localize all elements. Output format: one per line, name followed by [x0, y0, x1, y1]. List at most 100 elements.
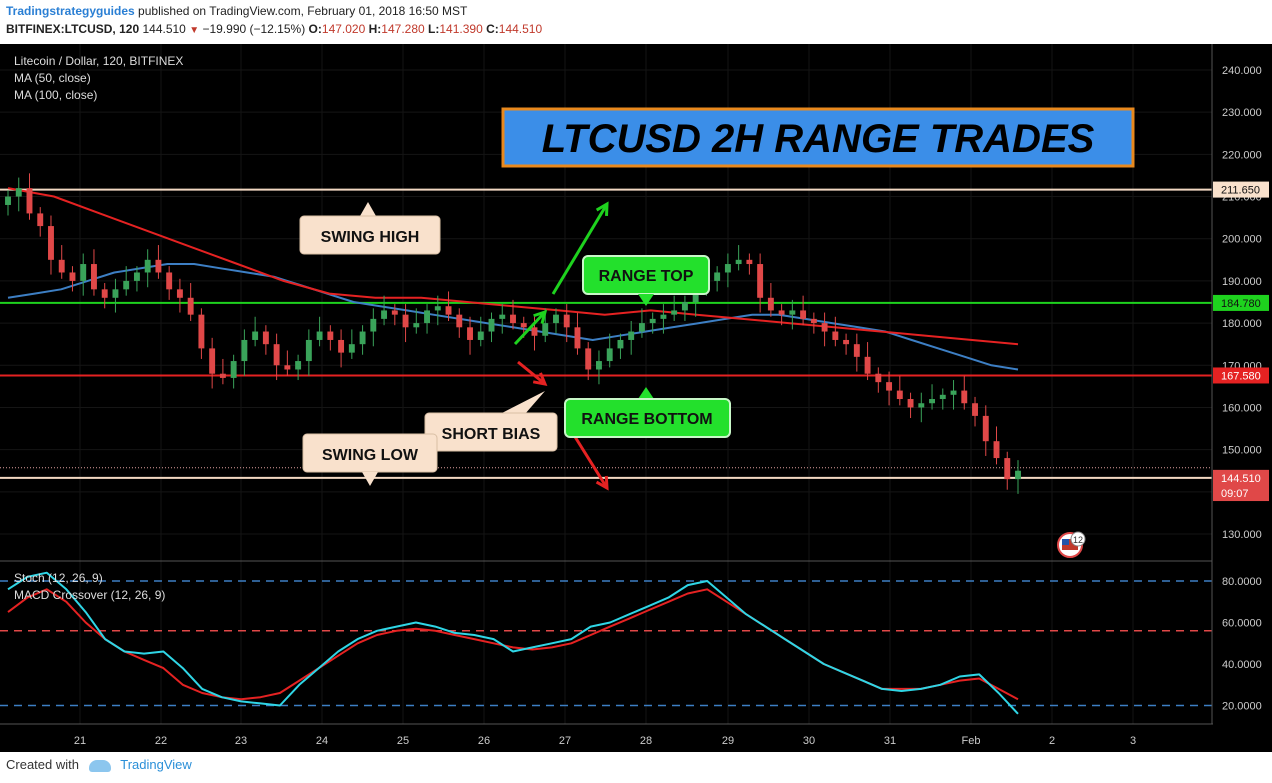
close-value: 144.510	[498, 22, 543, 36]
price-tick-label: 130.000	[1222, 529, 1262, 541]
time-tick-label: 21	[74, 735, 86, 747]
candle	[735, 245, 742, 271]
candle	[972, 396, 978, 427]
short-bias-label: SHORT BIAS	[442, 426, 541, 443]
candle	[262, 325, 269, 355]
ma100-legend: MA (100, close)	[14, 88, 97, 102]
candle	[499, 304, 506, 334]
candle	[628, 320, 635, 355]
range-top-label: RANGE TOP	[599, 268, 694, 285]
price-axis[interactable]: 240.000230.000220.000210.000200.000190.0…	[1213, 65, 1269, 713]
close-label: C:	[486, 22, 499, 36]
time-tick-label: 2	[1049, 735, 1055, 747]
time-tick-label: 26	[478, 735, 490, 747]
trade-arrows	[513, 201, 609, 491]
time-tick-label: 30	[803, 735, 815, 747]
candle	[724, 253, 731, 288]
candle	[381, 295, 388, 326]
symbol-label: BITFINEX:LTCUSD, 120	[6, 22, 140, 36]
footer: Created with TradingView	[6, 757, 192, 772]
candle	[896, 375, 903, 406]
ohlc-line: BITFINEX:LTCUSD, 120 144.510 ▼ −19.990 (…	[6, 22, 542, 36]
swing-high-label: SWING HIGH	[321, 229, 420, 246]
range-bottom-callout: RANGE BOTTOM	[564, 387, 731, 438]
candle	[864, 342, 871, 381]
candle	[993, 426, 1000, 465]
candle	[295, 354, 302, 381]
candle	[671, 295, 678, 321]
candle	[638, 308, 645, 338]
green-arrow-large	[551, 201, 609, 295]
time-tick-label: 28	[640, 735, 652, 747]
time-tick-label: Feb	[962, 735, 981, 747]
candle	[843, 333, 850, 355]
candle	[144, 249, 151, 288]
candle	[80, 253, 87, 296]
candle	[166, 266, 173, 300]
time-tick-label: 3	[1130, 735, 1136, 747]
ma50-legend: MA (50, close)	[14, 71, 91, 85]
price-label: 184.780	[1221, 298, 1261, 310]
tradingview-link[interactable]: TradingView	[120, 757, 192, 772]
candle	[606, 333, 613, 368]
svg-text:12: 12	[1073, 535, 1083, 545]
candle	[918, 392, 925, 423]
osc-tick-label: 20.0000	[1222, 701, 1262, 713]
candle	[230, 354, 237, 389]
down-triangle-icon: ▼	[189, 25, 200, 36]
osc-tick-label: 60.0000	[1222, 618, 1262, 630]
candle	[1015, 460, 1021, 494]
price-label-box	[1213, 367, 1269, 384]
high-label: H:	[368, 22, 382, 36]
candle	[391, 304, 398, 326]
time-tick-label: 27	[559, 735, 571, 747]
candle	[112, 278, 119, 313]
candle	[929, 384, 935, 410]
candle	[273, 333, 280, 381]
candle	[746, 253, 753, 275]
price-label: 09:07	[1221, 488, 1249, 500]
swing-high-callout: SWING HIGH	[299, 202, 441, 255]
time-tick-label: 31	[884, 735, 896, 747]
price-tick-label: 220.000	[1222, 149, 1262, 161]
candle	[660, 304, 667, 334]
candle	[510, 299, 516, 330]
candle	[305, 329, 312, 376]
time-axis[interactable]: 21 22 23 24 25 26 27 28 29 30 31 Feb 2 3	[74, 735, 1136, 747]
candle	[757, 253, 764, 313]
candle	[15, 177, 22, 212]
price-label: 144.510	[1221, 473, 1261, 485]
candle	[316, 316, 323, 347]
price-tick-label: 200.000	[1222, 234, 1262, 246]
candle	[596, 350, 602, 385]
candle	[252, 316, 259, 347]
price-tick-label: 230.000	[1222, 107, 1262, 119]
open-value: 147.020	[321, 22, 366, 36]
last-price: 144.510	[142, 22, 186, 36]
candle	[26, 173, 33, 220]
published-text: published on TradingView.com, February 0…	[138, 4, 468, 18]
time-tick-label: 22	[155, 735, 167, 747]
price-tick-label: 190.000	[1222, 276, 1262, 288]
chart-canvas[interactable]: 240.000230.000220.000210.000200.000190.0…	[0, 44, 1272, 752]
oscillator-lines	[0, 571, 1212, 715]
candle	[155, 245, 162, 279]
candle	[187, 283, 194, 321]
osc-tick-label: 80.0000	[1222, 576, 1262, 588]
candle	[219, 358, 226, 385]
candle	[886, 371, 893, 406]
candle	[563, 304, 570, 343]
candle	[1004, 451, 1011, 490]
candle	[778, 304, 785, 326]
open-label: O:	[308, 22, 322, 36]
candle	[284, 350, 291, 376]
candle	[477, 316, 484, 347]
stoch-k-line	[7, 571, 1019, 715]
change-value: −19.990 (−12.15%)	[202, 22, 306, 36]
banner-box	[501, 107, 1135, 168]
price-label-box	[1213, 469, 1269, 486]
us-flag-event-icon[interactable]: 12	[1057, 531, 1086, 558]
author-link[interactable]: Tradingstrategyguides	[6, 4, 135, 18]
price-label: 167.580	[1221, 370, 1261, 382]
price-label-box	[1213, 485, 1269, 502]
